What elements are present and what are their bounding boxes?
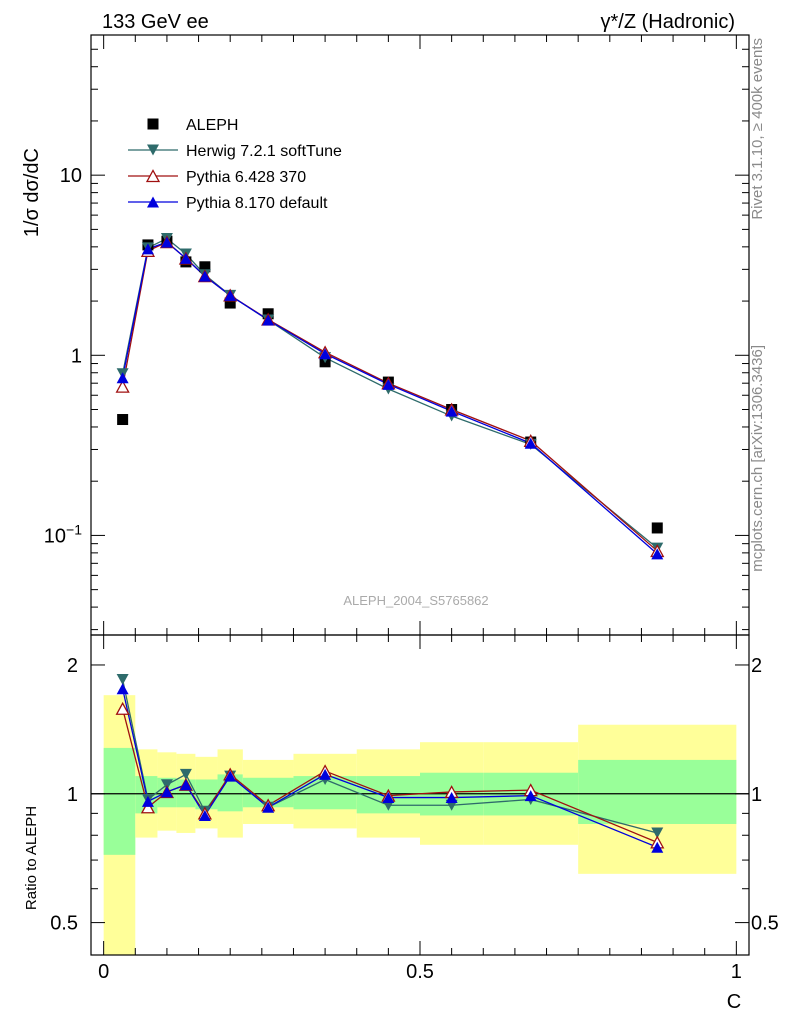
- legend: ALEPH Herwig 7.2.1 softTune Pythia 6.428 3…: [128, 117, 342, 212]
- main-panel: [115, 233, 665, 560]
- main-y-tick-labels: 10−1 1 10: [44, 165, 82, 547]
- ratio-point-pythia: [141, 795, 154, 807]
- ratio-point-pythia: [198, 809, 211, 821]
- ratio-point-pythia: [224, 770, 237, 782]
- header-right: γ*/Z (Hadronic): [601, 11, 735, 33]
- band-inner: [578, 759, 737, 824]
- main-point-pythia: [224, 289, 237, 301]
- main-y-tick-label: 10: [60, 165, 82, 187]
- ratio-point-pythia: [140, 800, 156, 814]
- ratio-point-pythia: [382, 792, 395, 804]
- main-point-pythia: [179, 252, 192, 264]
- ratio-point-pythia: [179, 779, 192, 791]
- main-series-markers: [115, 233, 665, 560]
- legend-marker: [147, 144, 159, 156]
- rivet-version-text: Rivet 3.1.10, ≥ 400k events: [749, 38, 766, 220]
- x-tick-label: 0.5: [406, 961, 434, 983]
- analysis-watermark: ALEPH_2004_S5765862: [343, 593, 488, 608]
- x-tick-label: 0: [98, 961, 109, 983]
- ratio-y-tick-label-right: 1: [751, 784, 762, 806]
- mcplots-credit-text: mcplots.cern.ch [arXiv:1306.3436]: [749, 345, 766, 572]
- legend-marker: [145, 169, 161, 183]
- ratio-point-pythia: [445, 792, 458, 804]
- main-y-tick-label: 10−1: [44, 521, 82, 547]
- ratio-point-pythia: [651, 841, 664, 853]
- main-point-pythia: [382, 378, 395, 390]
- ratio-point-pythia: [115, 701, 130, 715]
- main-point-aleph: [651, 522, 663, 534]
- main-point-pythia: [445, 405, 458, 417]
- legend-label: Pythia 6.428 370: [186, 169, 306, 186]
- x-axis-label: C: [727, 991, 741, 1013]
- main-point-pythia: [262, 314, 275, 326]
- main-point-pythia: [116, 372, 129, 384]
- ratio-y-axis-label: Ratio to ALEPH: [23, 806, 40, 910]
- ratio-y-tick-label-right: 0.5: [751, 913, 779, 935]
- ratio-point-pythia: [262, 801, 275, 813]
- ratio-y-tick-label: 2: [67, 655, 78, 677]
- ratio-y-tick-label: 1: [67, 784, 78, 806]
- main-point-aleph: [117, 414, 129, 426]
- ratio-point-herwig: [179, 768, 192, 780]
- main-point-pythia: [651, 548, 664, 560]
- ratio-point-pythia: [116, 683, 129, 695]
- ratio-axis-ticks: [91, 635, 749, 955]
- ratio-point-herwig: [116, 673, 129, 685]
- main-point-pythia: [319, 348, 332, 360]
- x-tick-labels: 0 0.5 1: [98, 961, 742, 983]
- x-tick-label: 1: [731, 961, 742, 983]
- legend-label: Herwig 7.2.1 softTune: [186, 143, 342, 160]
- main-point-pythia: [198, 270, 211, 282]
- main-point-pythia: [115, 379, 130, 393]
- ratio-series-markers: [115, 673, 665, 853]
- ratio-point-herwig: [160, 779, 173, 791]
- main-line-herwig: [121, 237, 658, 549]
- main-point-aleph: [199, 261, 211, 273]
- ratio-point-pythia: [524, 790, 537, 802]
- ratio-point-herwig: [651, 827, 664, 839]
- main-y-axis-label: 1/σ dσ/dC: [21, 148, 43, 237]
- legend-label: Pythia 8.170 default: [186, 195, 328, 212]
- main-line-pythia: [121, 241, 658, 552]
- ratio-y-tick-label-right: 2: [751, 655, 762, 677]
- main-axis-ticks: [91, 34, 749, 635]
- legend-marker: [147, 196, 159, 208]
- header-left: 133 GeV ee: [102, 11, 209, 33]
- ratio-point-pythia: [160, 786, 173, 798]
- band-inner: [103, 747, 136, 855]
- main-point-aleph: [224, 297, 236, 309]
- legend-marker: [147, 118, 159, 130]
- main-point-pythia: [160, 236, 173, 248]
- main-point-pythia: [141, 243, 154, 255]
- main-series-lines: [121, 237, 658, 555]
- main-point-pythia: [524, 437, 537, 449]
- ratio-y-tick-labels: 0.5 0.5 1 1 2 2: [50, 655, 779, 935]
- main-y-tick-label: 1: [71, 345, 82, 367]
- ratio-uncertainty-bands: [103, 695, 737, 955]
- ratio-point-pythia: [319, 768, 332, 780]
- ratio-y-tick-label: 0.5: [50, 913, 78, 935]
- legend-label: ALEPH: [186, 117, 238, 134]
- main-line-pythia: [121, 241, 658, 555]
